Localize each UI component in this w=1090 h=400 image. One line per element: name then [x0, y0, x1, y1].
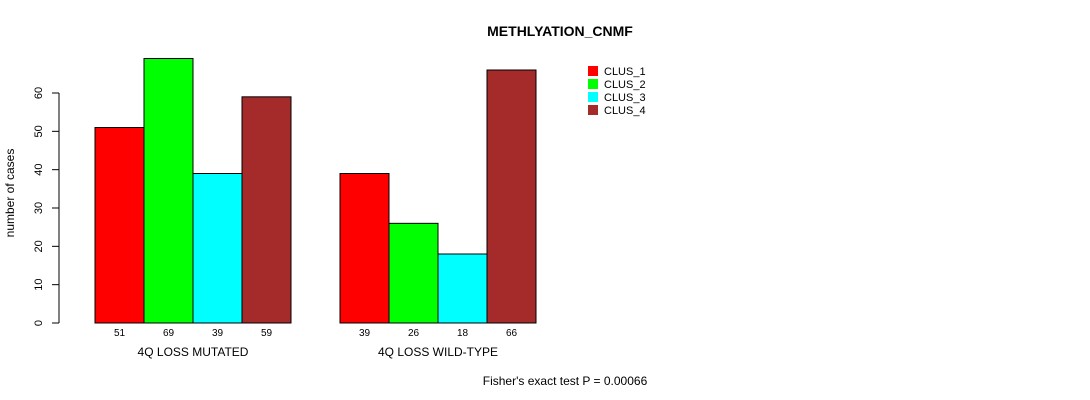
bar-clus_1	[94, 127, 145, 324]
bar-value-label: 18	[457, 328, 469, 339]
y-tick-label: 10	[33, 279, 45, 291]
legend-swatch	[588, 92, 598, 102]
legend-label: CLUS_1	[604, 66, 646, 78]
bar-clus_4	[241, 96, 292, 324]
bar-value-label: 66	[506, 328, 518, 339]
y-tick-label: 60	[33, 87, 45, 99]
bar-clus_4	[486, 69, 537, 324]
y-axis-label: number of cases	[3, 149, 17, 238]
legend-swatch	[588, 105, 598, 115]
category-label: 4Q LOSS MUTATED	[138, 345, 249, 359]
y-tick-label: 50	[33, 125, 45, 137]
bar-clus_2	[388, 222, 439, 324]
y-tick-label: 0	[33, 320, 45, 326]
bar-clus_3	[192, 173, 243, 324]
y-tick-label: 30	[33, 202, 45, 214]
y-tick-label: 20	[33, 240, 45, 252]
bar-value-label: 69	[163, 328, 175, 339]
y-tick-label: 40	[33, 164, 45, 176]
legend-label: CLUS_3	[604, 92, 646, 104]
bar-value-label: 39	[359, 328, 371, 339]
bar-clus_3	[437, 253, 488, 324]
bar-value-label: 39	[212, 328, 224, 339]
legend-label: CLUS_4	[604, 105, 646, 117]
bar-value-label: 26	[408, 328, 420, 339]
category-label: 4Q LOSS WILD-TYPE	[378, 345, 498, 359]
legend-label: CLUS_2	[604, 79, 646, 91]
legend-swatch	[588, 66, 598, 76]
bar-clus_2	[143, 58, 194, 324]
legend-swatch	[588, 79, 598, 89]
bar-clus_1	[339, 173, 390, 324]
footnote: Fisher's exact test P = 0.00066	[483, 374, 648, 388]
bar-value-label: 51	[114, 328, 126, 339]
bar-value-label: 59	[261, 328, 273, 339]
chart-title: METHLYATION_CNMF	[487, 23, 633, 39]
